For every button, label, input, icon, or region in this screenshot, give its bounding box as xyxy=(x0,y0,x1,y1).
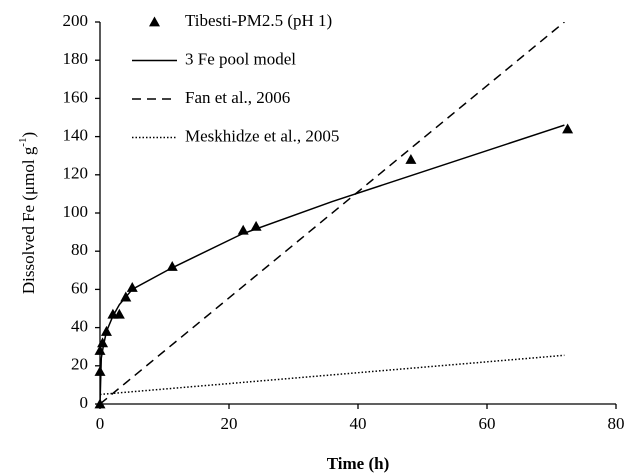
legend-label: 3 Fe pool model xyxy=(185,49,296,68)
x-axis-title: Time (h) xyxy=(327,454,390,473)
data-line xyxy=(100,354,565,396)
y-axis-title-part: ) xyxy=(19,132,38,138)
data-point xyxy=(97,337,109,348)
y-axis-title: Dissolved Fe (μmol g-1) xyxy=(17,132,38,294)
data-point xyxy=(126,281,138,292)
y-tick-label: 40 xyxy=(71,317,88,336)
y-tick-label: 140 xyxy=(63,126,89,145)
x-tick-label: 40 xyxy=(350,414,367,433)
x-tick-label: 20 xyxy=(221,414,238,433)
y-tick-label: 80 xyxy=(71,240,88,259)
data-line xyxy=(100,22,565,405)
y-axis-title-part: Dissolved Fe (μmol g xyxy=(19,146,38,294)
legend-label: Tibesti-PM2.5 (pH 1) xyxy=(185,11,332,30)
y-tick-label: 120 xyxy=(63,164,89,183)
legend-label: Fan et al., 2006 xyxy=(185,88,290,107)
data-point xyxy=(94,366,106,376)
data-point xyxy=(113,308,125,319)
y-tick-label: 100 xyxy=(63,202,89,221)
x-tick-label: 60 xyxy=(479,414,496,433)
y-tick-label: 60 xyxy=(71,278,88,297)
y-tick-label: 160 xyxy=(63,87,89,106)
data-point xyxy=(562,123,574,134)
data-line xyxy=(100,124,565,405)
legend-marker xyxy=(149,16,160,27)
y-tick-label: 180 xyxy=(63,49,89,68)
y-tick-label: 200 xyxy=(63,11,89,30)
y-axis-title-sup: -1 xyxy=(17,138,29,147)
x-tick-label: 80 xyxy=(608,414,625,433)
legend-label: Meskhidze et al., 2005 xyxy=(185,126,339,145)
y-tick-label: 0 xyxy=(80,393,89,412)
data-point xyxy=(405,154,417,164)
x-tick-label: 0 xyxy=(96,414,105,433)
y-tick-label: 20 xyxy=(71,355,88,374)
